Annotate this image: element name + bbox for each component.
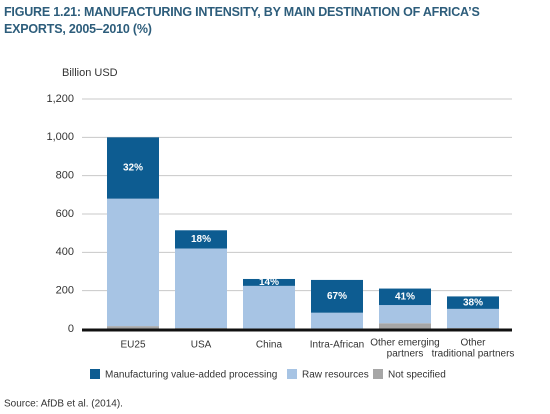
- x-tick-label: traditional partners: [432, 349, 515, 360]
- share-label: 32%: [123, 163, 143, 174]
- bar-segment: [243, 285, 295, 329]
- x-tick-label: China: [256, 340, 283, 351]
- y-axis-label: Billion USD: [62, 67, 118, 79]
- x-tick-label: Intra-African: [310, 340, 364, 351]
- bar-segment: [107, 326, 159, 329]
- bar-segment: [243, 278, 295, 286]
- legend-swatch: [373, 369, 383, 379]
- bar-segment: [447, 296, 499, 309]
- bar-segment: [107, 198, 159, 327]
- share-label: 41%: [395, 291, 415, 302]
- share-label: 67%: [327, 291, 347, 302]
- source: Source: AfDB et al. (2014).: [4, 399, 123, 410]
- bar-segment: [379, 288, 431, 306]
- legend-label: Manufacturing value-added processing: [105, 370, 277, 381]
- x-tick-label: Other emerging: [370, 338, 439, 349]
- x-tick-label: USA: [191, 340, 212, 351]
- bar-segment: [311, 279, 363, 313]
- y-tick-label: 0: [68, 323, 74, 335]
- legend-label: Not specified: [388, 370, 446, 381]
- x-tick-label: partners: [387, 349, 424, 360]
- chart-title: FIGURE 1.21: MANUFACTURING INTENSITY, BY…: [4, 5, 480, 36]
- bar-segment: [175, 230, 227, 249]
- y-tick-label: 400: [56, 246, 74, 258]
- share-label: 18%: [191, 234, 211, 245]
- bar-segment: [311, 312, 363, 329]
- legend-label: Raw resources: [302, 370, 369, 381]
- y-tick-label: 600: [56, 208, 74, 220]
- bar-segment: [379, 323, 431, 329]
- y-tick-label: 1,200: [46, 93, 74, 105]
- legend-swatch: [90, 369, 100, 379]
- bar-segment: [175, 248, 227, 329]
- legend-swatch: [287, 369, 297, 379]
- bar-segment: [107, 137, 159, 199]
- y-tick-label: 800: [56, 170, 74, 182]
- bar-segment: [447, 308, 499, 329]
- x-tick-label: EU25: [120, 340, 145, 351]
- y-tick-label: 1,000: [46, 131, 74, 143]
- x-tick-label: Other: [460, 338, 486, 349]
- y-tick-label: 200: [56, 285, 74, 297]
- share-label: 14%: [259, 277, 279, 288]
- bar-segment: [379, 305, 431, 324]
- share-label: 38%: [463, 297, 483, 308]
